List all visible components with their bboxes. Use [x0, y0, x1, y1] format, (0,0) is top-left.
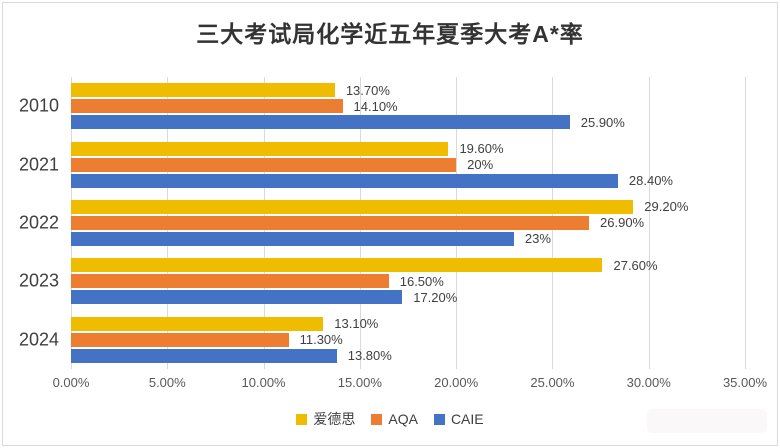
- data-label: 26.90%: [600, 215, 645, 231]
- year-group: 2023 27.60% 16.50% 17.20%: [19, 252, 745, 310]
- category-label: 2024: [18, 329, 59, 350]
- x-tick-label: 25.00%: [530, 375, 575, 390]
- category-label: 2010: [18, 95, 59, 116]
- bar-row: 23%: [71, 231, 745, 247]
- x-axis: 0.00% 5.00% 10.00% 15.00% 20.00% 25.00% 30.00%…: [53, 375, 767, 393]
- bar-AQA: [71, 99, 343, 114]
- bar-CAIE: [71, 290, 403, 305]
- x-tick-label: 0.00%: [52, 375, 90, 390]
- bar-爱德思: [71, 258, 603, 273]
- bar-row: 27.60%: [71, 257, 745, 273]
- bar-爱德思: [71, 199, 634, 214]
- bar-爱德思: [71, 316, 324, 331]
- bar-groups: 2010 13.70% 14.10% 25.90% 2021 19.60% 20% 28.40…: [19, 77, 745, 369]
- data-label: 13.10%: [334, 316, 379, 332]
- data-label: 23%: [524, 231, 551, 247]
- x-tick-label: 5.00%: [148, 375, 186, 390]
- data-label: 17.20%: [413, 289, 458, 305]
- legend-label: CAIE: [450, 411, 484, 427]
- legend-label: AQA: [388, 411, 418, 427]
- bar-爱德思: [71, 141, 449, 156]
- bar-AQA: [71, 332, 289, 347]
- legend: 爱德思 AQA CAIE: [3, 409, 777, 429]
- gridline: [648, 77, 650, 369]
- data-label: 25.90%: [580, 114, 625, 130]
- x-tick-label: 30.00%: [626, 375, 671, 390]
- category-label: 2022: [18, 212, 59, 233]
- plot-area: 2010 13.70% 14.10% 25.90% 2021 19.60% 20% 28.40…: [19, 77, 746, 369]
- bar-row: 28.40%: [71, 173, 745, 189]
- year-group: 2024 13.10% 11.30% 13.80%: [19, 311, 745, 369]
- data-label: 20%: [467, 157, 494, 173]
- data-label: 28.40%: [628, 173, 673, 189]
- data-label: 19.60%: [459, 141, 504, 157]
- legend-item-CAIE: CAIE: [433, 411, 484, 427]
- bar-row: 26.90%: [71, 215, 745, 231]
- year-group: 2022 29.20% 26.90% 23%: [19, 194, 745, 252]
- data-label: 14.10%: [353, 98, 398, 114]
- watermark: [647, 409, 767, 433]
- data-label: 29.20%: [644, 199, 689, 215]
- bar-row: 13.10%: [71, 316, 745, 332]
- bar-爱德思: [71, 83, 335, 98]
- data-label: 13.70%: [345, 82, 390, 98]
- bar-row: 11.30%: [71, 332, 745, 348]
- bar-row: 14.10%: [71, 98, 745, 114]
- legend-label: 爱德思: [313, 411, 356, 427]
- bar-row: 29.20%: [71, 199, 745, 215]
- bar-row: 13.70%: [71, 82, 745, 98]
- data-label: 16.50%: [399, 273, 444, 289]
- bar-row: 19.60%: [71, 141, 745, 157]
- x-tick-label: 10.00%: [241, 375, 286, 390]
- bar-AQA: [71, 215, 590, 230]
- category-label: 2023: [18, 270, 59, 291]
- year-group: 2010 13.70% 14.10% 25.90%: [19, 77, 745, 135]
- bar-AQA: [71, 274, 389, 289]
- x-tick-label: 15.00%: [337, 375, 382, 390]
- year-group: 2021 19.60% 20% 28.40%: [19, 135, 745, 193]
- data-label: 11.30%: [299, 332, 343, 348]
- legend-item-爱德思: 爱德思: [296, 409, 355, 429]
- bar-row: 17.20%: [71, 289, 745, 305]
- bar-CAIE: [71, 115, 570, 130]
- legend-item-AQA: AQA: [371, 411, 418, 427]
- bar-row: 25.90%: [71, 114, 745, 130]
- data-label: 13.80%: [347, 348, 392, 364]
- bar-AQA: [71, 157, 457, 172]
- legend-swatch-icon: [371, 413, 383, 425]
- legend-swatch-icon: [296, 413, 308, 425]
- bar-row: 20%: [71, 157, 745, 173]
- legend-swatch-icon: [433, 413, 445, 425]
- bar-row: 13.80%: [71, 348, 745, 364]
- bar-CAIE: [71, 348, 337, 363]
- category-label: 2021: [18, 154, 59, 175]
- bar-CAIE: [71, 173, 618, 188]
- x-tick-label: 20.00%: [434, 375, 479, 390]
- bar-CAIE: [71, 231, 514, 246]
- data-label: 27.60%: [613, 257, 658, 273]
- bar-row: 16.50%: [71, 273, 745, 289]
- x-tick-label: 35.00%: [722, 375, 768, 390]
- chart-title: 三大考试局化学近五年夏季大考A*率: [196, 21, 584, 47]
- gridline: [745, 77, 746, 369]
